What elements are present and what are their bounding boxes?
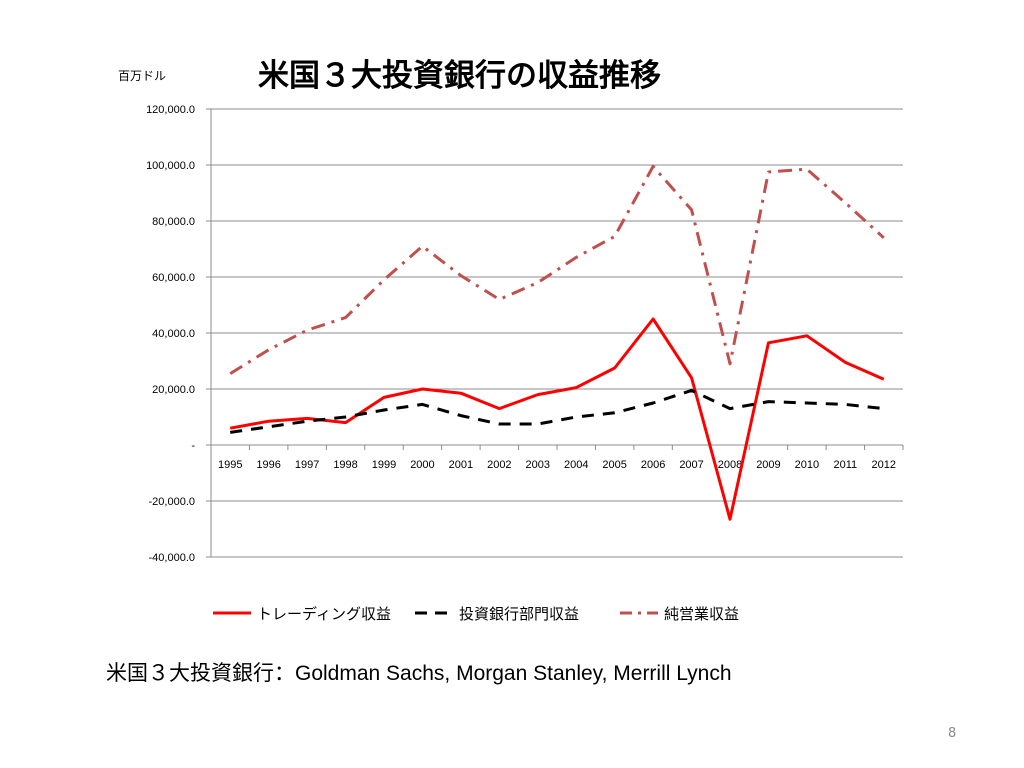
caption-label: 米国３大投資銀行： [106,661,295,685]
x-tick-labels: 1995 1996 1997 1998 1999 2000 2001 2002 2003 2004… [218,459,896,471]
series-lines [229,164,885,521]
legend: トレーディング収益 投資銀行部門収益 純営業収益 [213,605,739,623]
legend-label: トレーディング収益 [257,605,391,623]
gridlines [206,108,904,558]
caption-banks: Goldman Sachs, Morgan Stanley, Merrill L… [295,662,732,685]
y-tick-label: 20,000.0 [152,384,195,396]
y-tick-label: 40,000.0 [152,328,195,340]
x-tick-label: 2009 [756,459,780,471]
y-tick-label: 120,000.0 [146,104,195,116]
x-tick-label: 1999 [372,459,396,471]
x-tick-label: 2012 [872,459,896,471]
x-tick-label: 1998 [333,459,357,471]
y-tick-label: 60,000.0 [152,272,195,284]
x-tick-label: 2010 [795,459,819,471]
x-tick-label: 2008 [718,459,742,471]
x-tick-label: 2000 [410,459,434,471]
x-tick-label: 1995 [218,459,242,471]
x-tick-label: 2003 [526,459,550,471]
x-tick-label: 2007 [679,459,703,471]
x-tick-label: 1996 [256,459,280,471]
caption: 米国３大投資銀行：Goldman Sachs, Morgan Stanley, … [106,657,732,687]
x-tick-label: 2005 [602,459,626,471]
y-tick-label: 80,000.0 [152,216,195,228]
chart-title: 米国３大投資銀行の収益推移 [258,58,661,94]
series-line [230,388,884,434]
y-tick-label: 100,000.0 [146,160,195,172]
x-tick-label: 1997 [295,459,319,471]
legend-label: 純営業収益 [664,605,739,623]
x-tick-label: 2011 [834,459,858,471]
page-number: 8 [948,726,957,741]
y-tick-labels: -40,000.0-20,000.0-20,000.040,000.060,00… [146,104,195,564]
y-tick-label: -40,000.0 [149,552,195,564]
x-tick-label: 2006 [641,459,665,471]
y-tick-label: - [191,440,195,452]
x-tick-label: 2001 [449,459,473,471]
series-line [229,317,885,521]
x-tick-label: 2004 [564,459,588,471]
series-line [229,164,885,375]
legend-label: 投資銀行部門収益 [459,605,579,623]
y-tick-label: -20,000.0 [149,496,195,508]
y-axis-unit-label: 百万ドル [118,69,167,83]
x-tick-label: 2002 [487,459,511,471]
